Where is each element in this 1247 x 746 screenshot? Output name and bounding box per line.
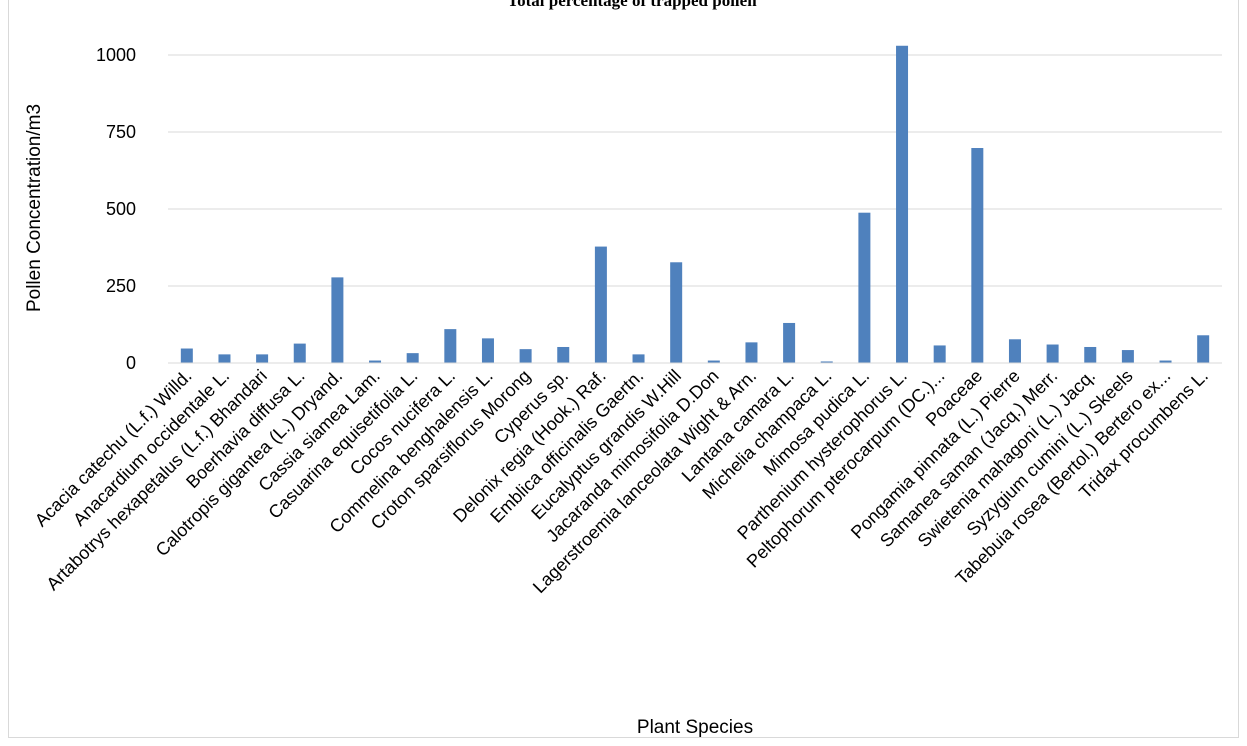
bar [218, 354, 231, 363]
y-tick-label: 500 [106, 199, 136, 219]
bar [406, 353, 419, 363]
bars [180, 45, 1210, 363]
bar [1046, 344, 1059, 363]
bar [1159, 360, 1172, 363]
chart-frame [8, 0, 1239, 738]
bar [519, 349, 532, 363]
bar [557, 346, 570, 363]
bar [1008, 339, 1021, 363]
bar [256, 354, 269, 363]
bar [783, 322, 796, 363]
bar [858, 212, 871, 363]
bar [1084, 346, 1097, 363]
bar [971, 148, 984, 363]
bar [896, 45, 909, 363]
bar [1121, 350, 1134, 363]
bar [481, 338, 494, 363]
bar [632, 354, 645, 363]
bar [369, 360, 382, 363]
bar [670, 262, 683, 363]
x-axis-label: Plant Species [637, 717, 753, 738]
bar [444, 329, 457, 363]
bar [820, 361, 833, 363]
y-tick-label: 250 [106, 276, 136, 296]
y-tick-label: 1000 [96, 45, 136, 65]
y-axis-label: Pollen Concentration/m3 [24, 104, 45, 312]
y-tick-label: 0 [126, 353, 136, 373]
bar [331, 277, 344, 363]
gridlines [168, 54, 1222, 287]
bar [594, 246, 607, 363]
y-tick-label: 750 [106, 122, 136, 142]
y-axis-ticks: 0 250 500 750 1000 [96, 45, 136, 373]
bar [180, 348, 193, 363]
bar [707, 360, 720, 363]
bar [745, 342, 758, 363]
bar [1197, 335, 1210, 363]
chart-title: Total percentage of trapped pollen [507, 0, 757, 10]
bar [293, 343, 306, 363]
bar [933, 345, 946, 363]
